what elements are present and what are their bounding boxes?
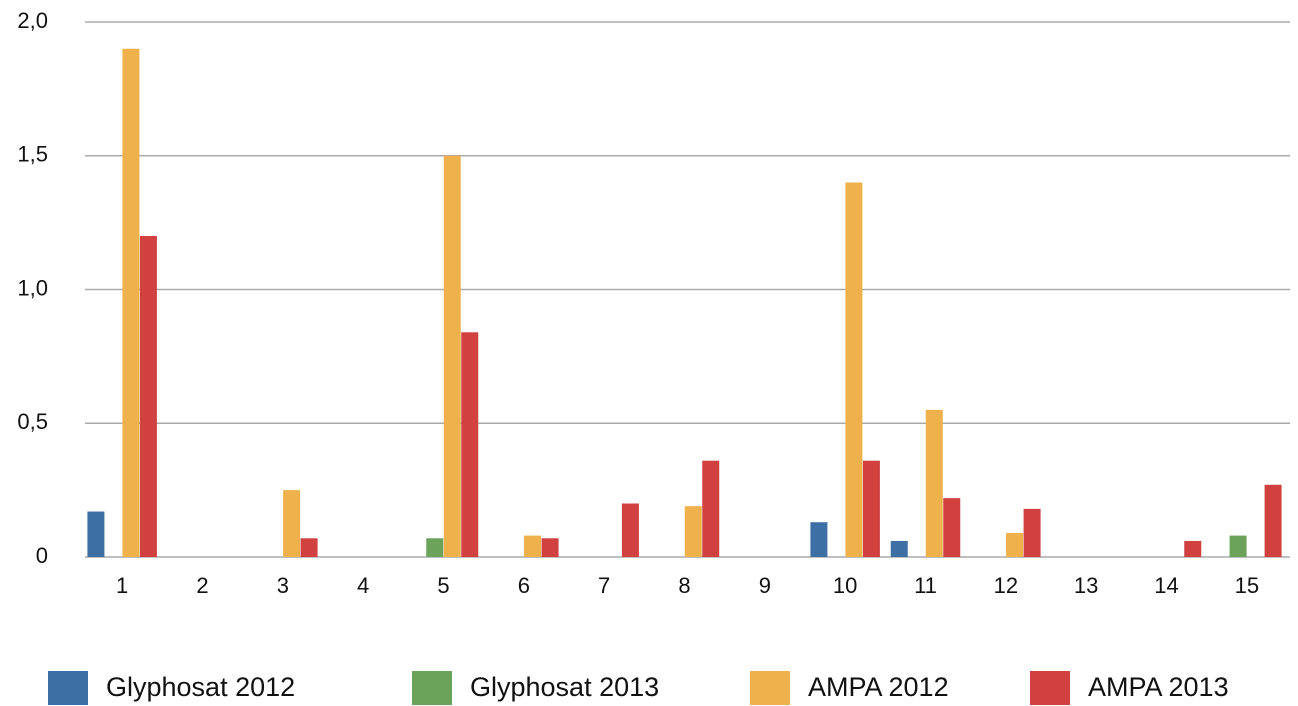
bar (443, 155, 461, 557)
y-tick-label: 0,5 (17, 409, 48, 434)
x-tick-label: 14 (1154, 573, 1178, 598)
bar (845, 182, 863, 557)
x-tick-label: 2 (196, 573, 208, 598)
x-tick-label: 12 (994, 573, 1018, 598)
legend-label: Glyphosat 2013 (470, 672, 659, 702)
bar (810, 522, 828, 557)
x-tick-label: 4 (357, 573, 369, 598)
bar (283, 490, 301, 557)
x-tick-label: 9 (759, 573, 771, 598)
bar (122, 48, 140, 557)
bar (890, 540, 908, 557)
bar (426, 538, 444, 557)
bar (1006, 532, 1024, 557)
legend-label: Glyphosat 2012 (106, 672, 295, 702)
legend-swatch (750, 671, 790, 705)
bar (1023, 508, 1041, 557)
bar (87, 511, 105, 557)
y-tick-label: 0 (36, 543, 48, 568)
bar (1264, 484, 1282, 557)
y-tick-label: 1,5 (17, 142, 48, 167)
bar (139, 236, 157, 557)
bar (862, 460, 880, 557)
bar (925, 409, 943, 557)
bar (524, 535, 542, 557)
legend-swatch (1030, 671, 1070, 705)
bar (621, 503, 639, 557)
bar (943, 498, 961, 557)
bar (1184, 540, 1202, 557)
x-tick-label: 13 (1074, 573, 1098, 598)
y-tick-label: 2,0 (17, 8, 48, 33)
legend-swatch (48, 671, 88, 705)
x-tick-label: 10 (833, 573, 857, 598)
bar (1229, 535, 1247, 557)
x-tick-label: 7 (598, 573, 610, 598)
bar (684, 506, 702, 557)
y-tick-label: 1,0 (17, 275, 48, 300)
x-tick-label: 11 (914, 573, 937, 598)
x-tick-label: 3 (277, 573, 289, 598)
bar (702, 460, 720, 557)
bar (300, 538, 318, 557)
x-tick-label: 15 (1235, 573, 1259, 598)
bar (461, 332, 479, 557)
legend-label: AMPA 2012 (808, 672, 949, 702)
x-tick-label: 8 (678, 573, 690, 598)
x-tick-label: 1 (116, 573, 128, 598)
bar (541, 538, 559, 557)
x-tick-label: 6 (518, 573, 530, 598)
legend-label: AMPA 2013 (1088, 672, 1229, 702)
x-tick-label: 5 (437, 573, 449, 598)
legend-swatch (412, 671, 452, 705)
